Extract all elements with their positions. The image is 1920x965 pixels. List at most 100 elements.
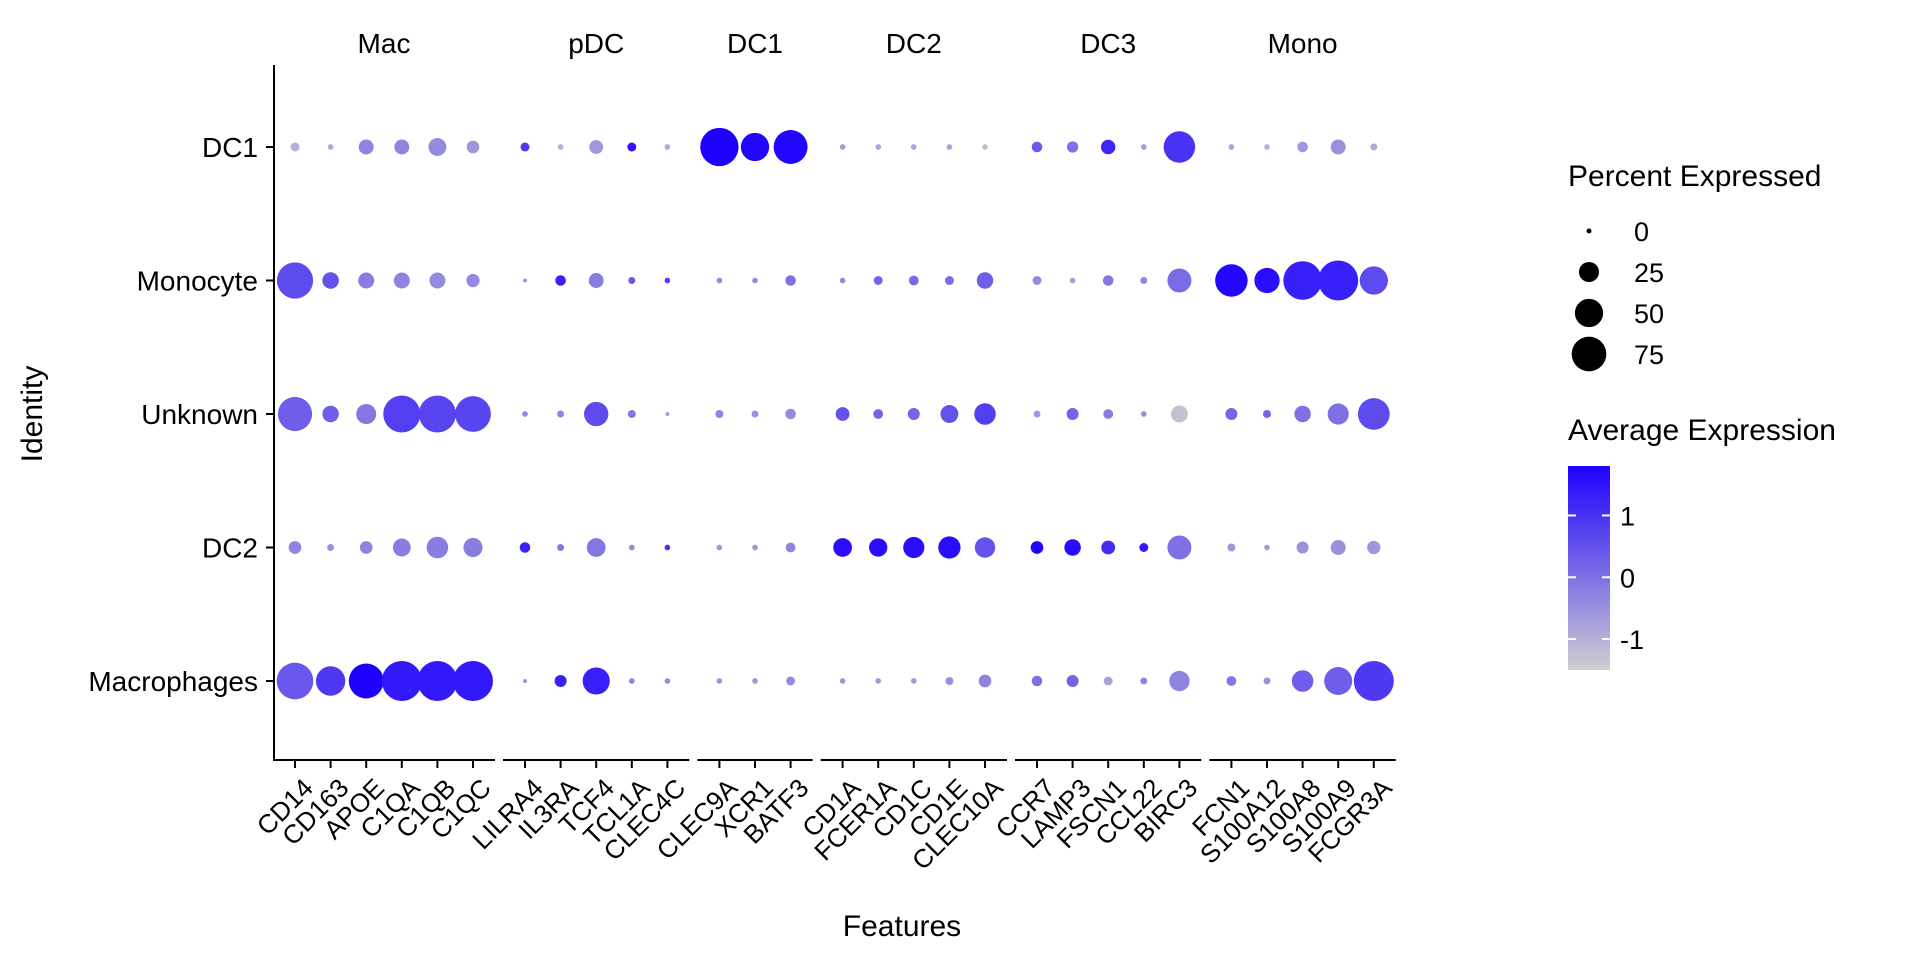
dot-macrophages-s100a12 [1263, 677, 1271, 685]
dot-unknown-c1qa [383, 395, 421, 433]
dot-macrophages-tcf4 [582, 667, 610, 695]
dot-dc1-c1qb [428, 138, 447, 156]
dot-dc1-batf3 [773, 130, 808, 164]
dot-dc2-cd1e [938, 536, 961, 559]
axes: DC1 Monocyte Unknown DC2 Macrophages Mac pDC DC… [88, 28, 1398, 876]
y-axis-title: Identity [16, 366, 49, 463]
color-legend-title: Average Expression [1568, 414, 1836, 447]
dot-dc1-c1qc [466, 140, 480, 154]
dot-monocyte-s100a9 [1318, 260, 1359, 301]
dot-monocyte-c1qb [429, 272, 446, 289]
dot-unknown-cd1a [835, 407, 850, 421]
facet-label: DC2 [886, 28, 942, 59]
dot-monocyte-fcn1 [1215, 264, 1248, 297]
dot-macrophages-ccr7 [1031, 675, 1043, 687]
dot-monocyte-ccl22 [1140, 277, 1148, 284]
dot-dc1-s100a8 [1297, 141, 1308, 153]
size-legend-dot [1571, 336, 1607, 372]
dot-unknown-ccr7 [1033, 410, 1041, 418]
dot-macrophages-s100a9 [1324, 667, 1353, 695]
dot-dc1-cd163 [327, 144, 334, 150]
dot-monocyte-fcer1a [873, 276, 883, 285]
dot-macrophages-c1qc [453, 661, 493, 701]
dot-dc2-apoe [359, 541, 373, 554]
dot-monocyte-lilra4 [523, 278, 527, 283]
size-legend-dot [1586, 228, 1592, 234]
size-legend-label: 25 [1634, 258, 1664, 288]
dot-monocyte-batf3 [785, 275, 796, 286]
dot-macrophages-fcn1 [1226, 676, 1237, 686]
dot-dc1-s100a9 [1330, 139, 1346, 155]
dot-monocyte-tcl1a [628, 277, 636, 284]
dot-dc1-fcer1a [875, 144, 882, 150]
dot-dc2-s100a12 [1264, 544, 1270, 551]
y-tick-label: Macrophages [88, 666, 258, 697]
dot-monocyte-cd1c [908, 275, 919, 286]
dots-layer [276, 127, 1394, 701]
dot-dc2-birc3 [1167, 535, 1192, 560]
dot-unknown-cd14 [277, 396, 313, 432]
dot-unknown-clec4c [665, 412, 670, 416]
dot-dc2-cd1a [833, 538, 852, 557]
dot-dc2-s100a9 [1330, 540, 1346, 555]
dot-unknown-cd1e [940, 405, 959, 423]
dot-macrophages-fcgr3a [1353, 661, 1394, 701]
dot-unknown-tcf4 [584, 401, 609, 427]
dot-dc1-cd1e [946, 144, 953, 150]
size-legend-items: 0 25 50 75 [1571, 217, 1664, 372]
dot-macrophages-clec10a [978, 674, 992, 688]
dot-macrophages-fcer1a [875, 678, 882, 684]
dot-macrophages-clec9a [716, 678, 723, 684]
dot-unknown-c1qc [455, 396, 491, 432]
facet-label: DC1 [727, 28, 783, 59]
dot-dc2-lamp3 [1064, 539, 1081, 556]
facet-label: DC3 [1080, 28, 1136, 59]
dot-monocyte-clec9a [716, 277, 723, 284]
dot-unknown-tcl1a [627, 410, 636, 418]
dot-dc1-clec9a [700, 127, 739, 167]
color-legend-label: 1 [1620, 501, 1635, 531]
dot-unknown-batf3 [785, 408, 796, 420]
dot-monocyte-clec10a [976, 272, 994, 289]
dot-monocyte-birc3 [1167, 268, 1192, 293]
dot-unknown-fscn1 [1103, 409, 1114, 419]
dot-macrophages-cd1c [910, 678, 917, 684]
dot-dc1-lilra4 [520, 142, 530, 152]
dot-macrophages-cd163 [315, 666, 346, 696]
dot-macrophages-xcr1 [752, 678, 758, 684]
dot-dc2-fcn1 [1227, 543, 1236, 552]
dot-dc2-fcgr3a [1367, 540, 1381, 555]
dot-dc2-lilra4 [519, 542, 531, 553]
dot-dc2-tcl1a [628, 544, 635, 551]
dot-monocyte-il3ra [555, 275, 566, 286]
dot-dc1-clec10a [982, 144, 988, 150]
dot-unknown-s100a12 [1263, 410, 1271, 418]
dot-dc2-clec9a [716, 544, 723, 551]
dot-dc1-ccl22 [1140, 144, 1147, 150]
dot-monocyte-apoe [358, 272, 375, 289]
dot-unknown-fcn1 [1225, 408, 1238, 420]
y-tick-label: Unknown [141, 399, 258, 430]
color-legend-label: -1 [1620, 625, 1644, 655]
dot-macrophages-clec4c [664, 678, 671, 684]
color-legend-bar [1568, 466, 1610, 670]
dot-unknown-clec10a [974, 403, 996, 425]
dot-unknown-s100a8 [1294, 405, 1311, 423]
size-legend-label: 0 [1634, 217, 1649, 247]
dot-unknown-xcr1 [751, 410, 759, 418]
dot-monocyte-lamp3 [1069, 277, 1076, 284]
dot-macrophages-ccl22 [1140, 677, 1148, 685]
dot-unknown-apoe [356, 404, 377, 424]
dot-monocyte-cd1a [839, 277, 846, 284]
dot-macrophages-fscn1 [1103, 676, 1113, 686]
dot-unknown-lamp3 [1066, 408, 1079, 420]
dot-dc2-fscn1 [1101, 540, 1116, 555]
color-legend-ticks: 1 0 -1 [1568, 501, 1644, 655]
dot-monocyte-c1qa [393, 272, 410, 289]
dot-monocyte-ccr7 [1032, 276, 1042, 285]
dot-unknown-cd163 [322, 405, 339, 423]
facet-label: Mac [358, 28, 411, 59]
dot-macrophages-lilra4 [523, 679, 527, 683]
size-legend-label: 50 [1634, 299, 1664, 329]
